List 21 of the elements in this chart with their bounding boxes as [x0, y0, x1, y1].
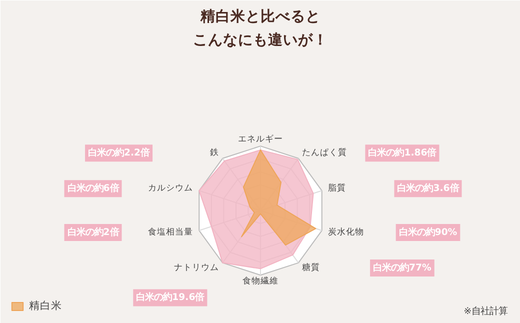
text: 白米の約19.6倍 — [136, 292, 204, 304]
text: 白米の約2倍 — [67, 227, 119, 238]
spoke-label: 食物繊維 — [242, 276, 278, 287]
text: ※自社計算 — [464, 306, 508, 318]
text: 白米の約90% — [398, 227, 458, 238]
text: 白米の約6倍 — [67, 183, 119, 194]
text: 白米の約77% — [373, 262, 432, 274]
spoke-label: たんぱく質 — [302, 147, 348, 158]
text: 白米の約2.2倍 — [88, 148, 150, 159]
spoke-label: カルシウム — [148, 184, 194, 194]
spoke-label: 糖質 — [302, 262, 320, 274]
spoke-label: エネルギー — [238, 134, 283, 145]
spoke-label: 食塩相当量 — [148, 226, 194, 238]
spoke-label: 炭水化物 — [328, 226, 364, 238]
spoke-label: ナトリウム — [174, 263, 219, 274]
text: 白米の約1.86倍 — [368, 148, 436, 159]
legend-label: 精白米 — [29, 299, 62, 313]
spoke-label: 鉄 — [210, 147, 219, 158]
text: 白米の約3.6倍 — [397, 183, 459, 194]
chart-title: 精白米と比べるとこんなにも違いが！ — [193, 8, 328, 48]
spoke-label: 脂質 — [328, 182, 346, 194]
